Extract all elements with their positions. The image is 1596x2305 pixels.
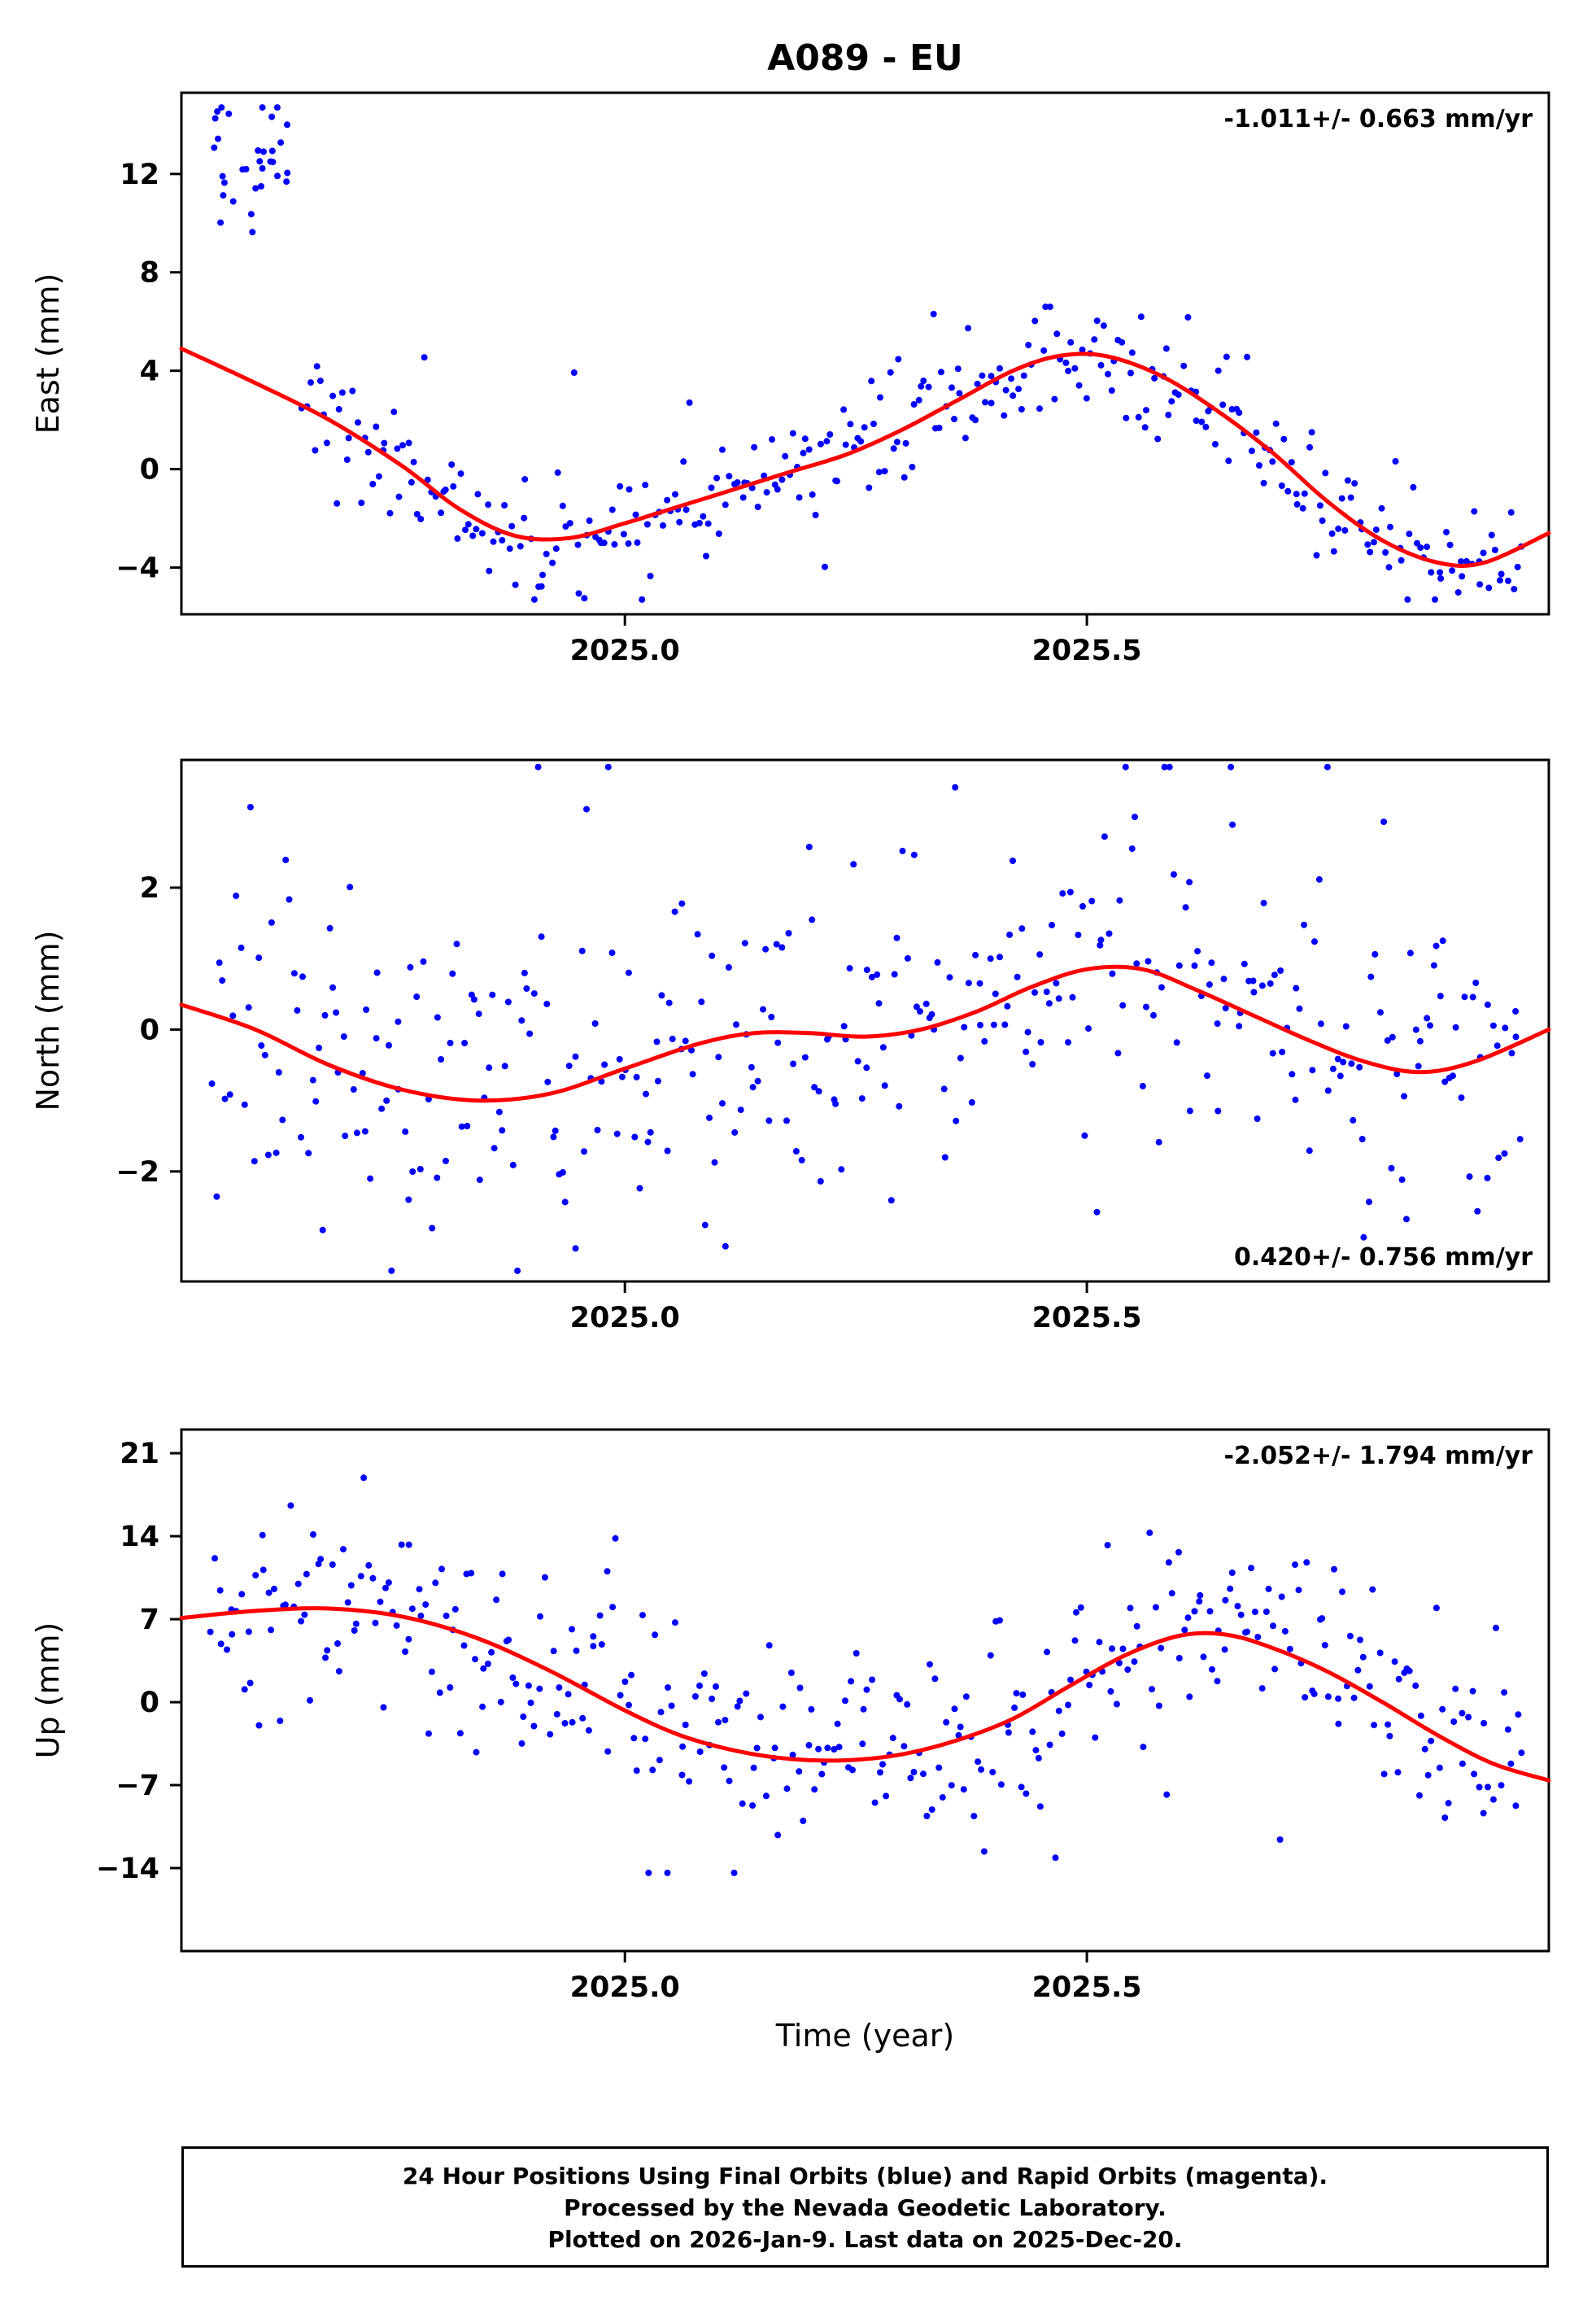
north-ytick-label: −2 [116,1156,159,1189]
footer-line-dates: Plotted on 2026-Jan-9. Last data on 2025… [547,2226,1183,2253]
page-title: A089 - EU [767,37,963,79]
up-ytick-label: 0 [140,1687,159,1719]
footer-note: 24 Hour Positions Using Final Orbits (bl… [181,2146,1549,2268]
north-scatter-points [208,763,1524,1274]
north-panel: −2 0 2 2025.0 2025.5 North (mm) 0.420+/- 0.756… [30,758,1551,1334]
east-ytick-label: −4 [116,552,159,585]
x-axis-label: Time (year) [775,2018,955,2054]
north-axes: −2 0 2 2025.0 2025.5 [116,872,1141,1334]
footer-line-lab: Processed by the Nevada Geodetic Laborat… [564,2194,1166,2221]
east-rate-annotation: -1.011+/- 0.663 mm/yr [1224,105,1533,133]
east-xtick-label: 2025.0 [570,635,680,667]
up-panel: −14 −7 0 7 14 21 2025.0 2025.5 Up (mm) -2.052+/- … [30,1428,1551,2004]
north-y-axis-label: North (mm) [30,930,66,1111]
up-ytick-label: −7 [116,1770,159,1802]
up-frame [180,1428,1550,1953]
north-ytick-label: 2 [140,872,159,905]
east-ytick-label: 8 [140,257,159,290]
footer-line-orbits: 24 Hour Positions Using Final Orbits (bl… [402,2163,1328,2189]
east-y-axis-label: East (mm) [30,273,66,434]
up-ytick-label: 21 [120,1438,159,1470]
up-xtick-label: 2025.5 [1032,1971,1142,2004]
north-rate-annotation: 0.420+/- 0.756 mm/yr [1234,1243,1533,1272]
north-ytick-label: 0 [140,1014,159,1046]
up-scatter-points [207,1474,1525,1876]
east-ytick-label: 12 [120,159,159,191]
north-xtick-label: 2025.0 [570,1302,680,1334]
north-frame [180,758,1550,1283]
north-xtick-label: 2025.5 [1032,1302,1142,1334]
up-axes: −14 −7 0 7 14 21 2025.0 2025.5 [96,1438,1142,2004]
east-trend-line [179,347,1551,568]
up-trend-line [179,1606,1551,1783]
east-ytick-label: 4 [140,356,159,388]
east-xtick-label: 2025.5 [1032,635,1142,667]
north-trend-line [179,964,1551,1103]
east-frame [180,91,1550,616]
east-scatter-points [211,104,1525,603]
up-ytick-label: 7 [140,1604,159,1636]
east-ytick-label: 0 [140,454,159,487]
up-xtick-label: 2025.0 [570,1971,680,2004]
up-rate-annotation: -2.052+/- 1.794 mm/yr [1224,1442,1533,1470]
up-ytick-label: −14 [96,1853,159,1885]
up-ytick-label: 14 [120,1521,159,1553]
up-y-axis-label: Up (mm) [30,1622,66,1759]
east-panel: −4 0 4 8 12 2025.0 2025.5 East (mm) -1.011+/- 0.… [30,91,1551,667]
east-axes: −4 0 4 8 12 2025.0 2025.5 [116,159,1141,667]
